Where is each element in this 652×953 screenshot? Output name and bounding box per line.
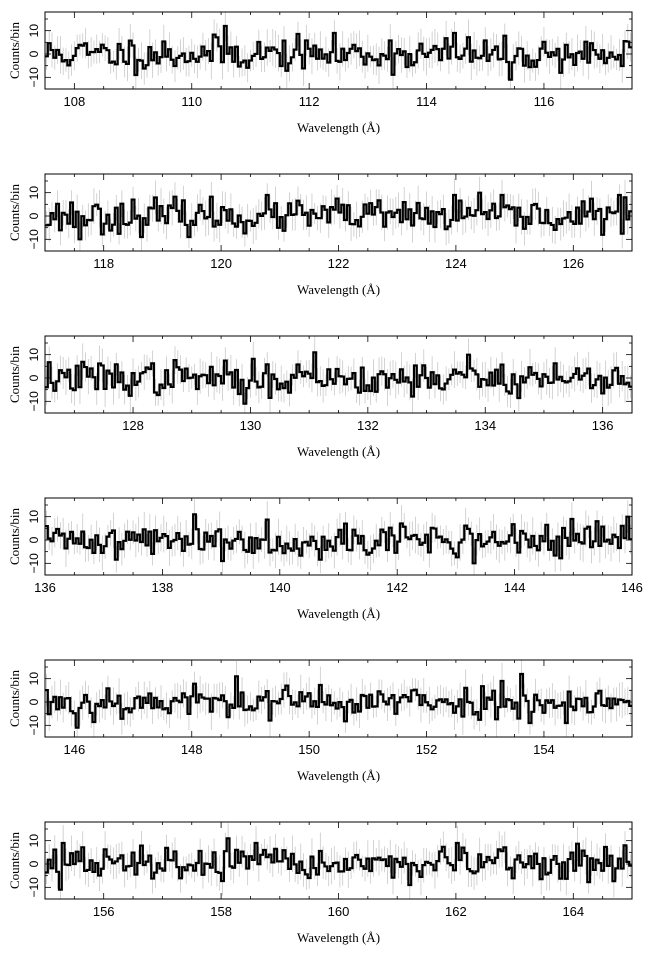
- spectrum-step-line: [45, 24, 632, 81]
- spectrum-step-line: [45, 351, 632, 405]
- x-tick-label: 154: [533, 742, 555, 757]
- y-axis-title: Counts/bin: [7, 669, 22, 727]
- x-tick-label: 128: [122, 418, 144, 433]
- x-axis-title: Wavelength (Å): [297, 768, 380, 783]
- x-tick-label: 150: [298, 742, 320, 757]
- x-axis-title: Wavelength (Å): [297, 444, 380, 459]
- x-tick-label: 136: [34, 580, 56, 595]
- y-tick-label: 0: [27, 536, 41, 543]
- y-tick-label: 10: [27, 186, 41, 200]
- y-tick-label: −10: [27, 67, 41, 88]
- x-tick-label: 110: [181, 94, 202, 109]
- spectrum-step-line: [45, 513, 632, 565]
- y-tick-label: 0: [27, 374, 41, 381]
- y-tick-label: 0: [27, 50, 41, 57]
- spectrum-panel-2: 118 120 122 124 126 10 0 −10 Counts/bin Wavelengt…: [7, 173, 633, 297]
- x-axis-title: Wavelength (Å): [297, 120, 380, 135]
- spectrum-panel-6: 156 158 160 162 164 10 0 −10 Counts/bin Wavelengt…: [7, 821, 633, 945]
- x-tick-label: 162: [445, 904, 467, 919]
- spectrum-panel-4: 136 138 140 142 144 146 10 0 −10 Counts/bin Wavele…: [7, 497, 643, 621]
- x-tick-label: 164: [562, 904, 584, 919]
- y-tick-label: 10: [27, 510, 41, 524]
- x-tick-label: 114: [416, 94, 437, 109]
- y-tick-label: 10: [27, 348, 41, 362]
- x-axis-title: Wavelength (Å): [297, 606, 380, 621]
- x-tick-label: 146: [63, 742, 85, 757]
- x-tick-label: 142: [386, 580, 408, 595]
- y-axis-title: Counts/bin: [7, 21, 22, 79]
- x-tick-label: 160: [328, 904, 350, 919]
- spectrum-step-line: [45, 191, 632, 241]
- spectrum-panel-3: 128 130 132 134 136 10 0 −10 Counts/bin Wavelengt…: [7, 335, 633, 459]
- y-axis-title: Counts/bin: [7, 507, 22, 565]
- spectrum-step-line: [45, 837, 632, 891]
- y-tick-label: −10: [27, 391, 41, 412]
- x-tick-label: 112: [299, 94, 320, 109]
- x-tick-label: 148: [181, 742, 203, 757]
- x-tick-label: 138: [152, 580, 174, 595]
- x-tick-label: 126: [562, 256, 584, 271]
- y-tick-label: 10: [27, 672, 41, 686]
- x-tick-label: 140: [269, 580, 291, 595]
- x-tick-label: 158: [210, 904, 232, 919]
- y-axis-title: Counts/bin: [7, 345, 22, 403]
- x-tick-label: 118: [93, 256, 114, 271]
- y-tick-label: −10: [27, 877, 41, 898]
- x-tick-label: 116: [534, 94, 555, 109]
- x-tick-label: 124: [445, 256, 467, 271]
- spectrum-step-line: [45, 672, 632, 729]
- y-tick-label: −10: [27, 229, 41, 250]
- x-tick-label: 132: [357, 418, 379, 433]
- y-axis-title: Counts/bin: [7, 183, 22, 241]
- y-tick-label: 0: [27, 860, 41, 867]
- y-tick-label: 0: [27, 698, 41, 705]
- x-tick-label: 120: [210, 256, 232, 271]
- y-tick-label: 10: [27, 834, 41, 848]
- x-tick-label: 144: [504, 580, 526, 595]
- x-axis-title: Wavelength (Å): [297, 930, 380, 945]
- x-tick-label: 130: [240, 418, 262, 433]
- x-tick-label: 136: [592, 418, 614, 433]
- y-axis-title: Counts/bin: [7, 831, 22, 889]
- x-tick-label: 152: [416, 742, 438, 757]
- y-tick-label: −10: [27, 553, 41, 574]
- spectrum-panel-1: 108 110 112 114 116 10 0 −10 Counts/bin Wavelengt…: [7, 11, 633, 135]
- x-axis-title: Wavelength (Å): [297, 282, 380, 297]
- y-tick-label: −10: [27, 715, 41, 736]
- x-tick-label: 146: [621, 580, 643, 595]
- x-tick-label: 122: [328, 256, 350, 271]
- y-tick-label: 10: [27, 24, 41, 38]
- x-tick-label: 134: [474, 418, 496, 433]
- x-tick-label: 108: [63, 94, 85, 109]
- spectrum-panel-5: 146 148 150 152 154 10 0 −10 Counts/bin Wavelengt…: [7, 659, 633, 783]
- y-tick-label: 0: [27, 212, 41, 219]
- x-tick-label: 156: [93, 904, 115, 919]
